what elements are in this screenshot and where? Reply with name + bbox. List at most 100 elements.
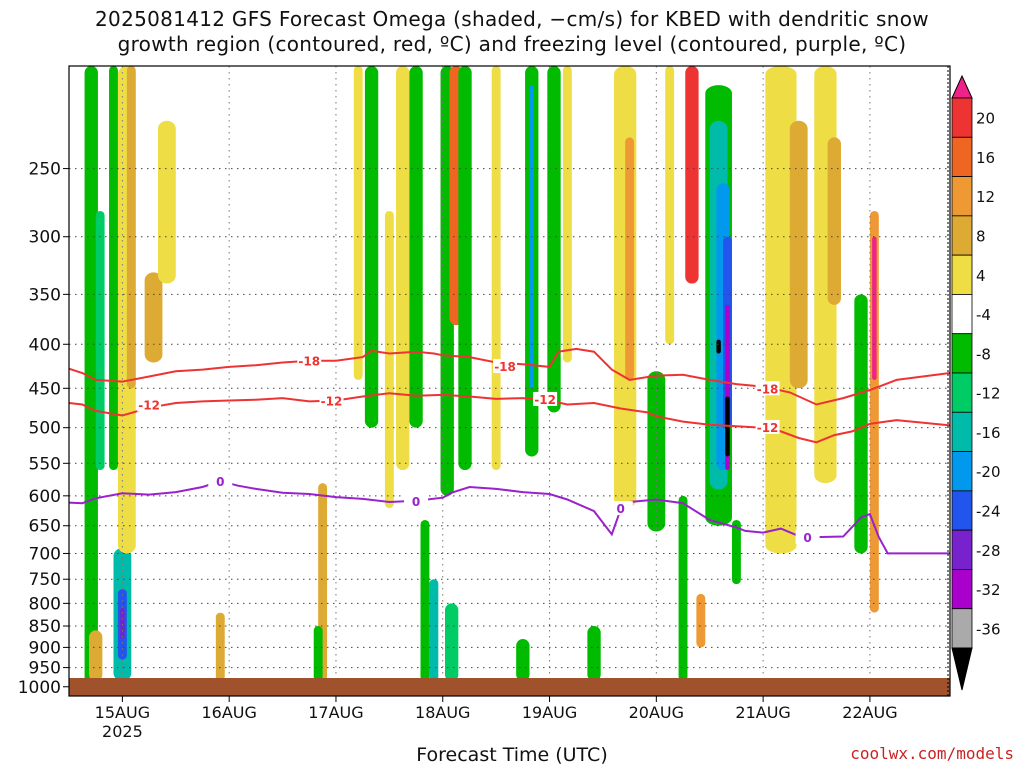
omega-shade-region: [587, 626, 601, 682]
colorbar-swatch: [951, 215, 973, 256]
contour-label: -12: [757, 421, 779, 435]
colorbar-swatch: [951, 333, 973, 374]
omega-shade-region: [716, 339, 721, 354]
omega-shade-region: [827, 137, 841, 305]
y-tick-label: 400: [29, 335, 61, 355]
y-tick-label: 600: [29, 487, 61, 507]
colorbar-swatch: [951, 136, 973, 177]
colorbar-swatch: [951, 608, 973, 649]
colorbar-swatch: [951, 372, 973, 413]
colorbar-swatch: [951, 529, 973, 570]
y-tick-label: 250: [29, 160, 61, 180]
colorbar-label: -16: [976, 424, 1001, 442]
colorbar-top-triangle: [951, 74, 973, 99]
colorbar-label: -32: [976, 581, 1001, 599]
omega-shade-region: [353, 66, 363, 380]
omega-shade-region: [95, 210, 105, 471]
contour-label-bg: [493, 359, 518, 374]
colorbar-label: 12: [976, 188, 995, 206]
omega-shade-region: [678, 495, 688, 682]
omega-shade-region: [665, 66, 675, 345]
contour-label-bg: [137, 397, 162, 412]
contour-label: -18: [757, 382, 779, 396]
y-tick-label: 1000: [18, 678, 61, 698]
omega-shade-region: [789, 120, 808, 389]
contour-label: 0: [803, 531, 811, 545]
omega-shade-region: [516, 638, 530, 682]
colorbar-label: -24: [976, 503, 1001, 521]
omega-shade-region: [144, 272, 163, 363]
contour-label-bg: [404, 493, 429, 508]
contour-label-bg: [533, 391, 558, 406]
omega-shade-region: [458, 66, 472, 471]
y-tick-label: 650: [29, 517, 61, 537]
contour-label-bg: [755, 419, 780, 434]
omega-shade-region: [696, 593, 706, 648]
omega-shade-region: [429, 579, 439, 682]
omega-shade-region: [872, 236, 877, 380]
omega-shade-region: [384, 210, 394, 509]
colorbar-label: 16: [976, 149, 995, 167]
contour-label: -12: [321, 395, 343, 409]
colorbar-swatch: [951, 490, 973, 531]
omega-shade-region: [364, 66, 379, 428]
omega-shade-region: [547, 66, 561, 413]
contour-label: 0: [216, 475, 224, 489]
y-tick-label: 350: [29, 285, 61, 305]
omega-shade-region: [731, 519, 741, 585]
contour-label-bg: [608, 501, 633, 516]
omega-shade-region: [409, 66, 423, 428]
colorbar-label: -28: [976, 542, 1001, 560]
colorbar-swatch: [951, 569, 973, 610]
chart-title-line-2: growth region (contoured, red, ºC) and f…: [117, 32, 907, 56]
colorbar-label: 20: [976, 110, 995, 128]
omega-shade-region: [215, 612, 225, 682]
colorbar-label: 4: [976, 267, 986, 285]
x-tick-label: 22AUG: [842, 703, 897, 722]
y-tick-label: 550: [29, 454, 61, 474]
omega-shade-region: [157, 120, 176, 284]
omega-shade-region: [685, 66, 699, 284]
omega-shade-region: [420, 519, 430, 682]
omega-shade-region: [396, 66, 410, 471]
omega-shade-region: [84, 66, 98, 687]
colorbar-swatch: [951, 176, 973, 217]
x-tick-label: 17AUG: [308, 703, 363, 722]
colorbar-label: -20: [976, 463, 1001, 481]
contour-label: -18: [298, 355, 320, 369]
omega-shade-region: [109, 66, 118, 471]
x-tick-sublabel: 2025: [102, 722, 143, 741]
contour-label: 0: [412, 495, 420, 509]
y-tick-label: 850: [29, 617, 61, 637]
colorbar-swatch: [951, 451, 973, 492]
colorbar-label: -4: [976, 306, 991, 324]
colorbar-label: -8: [976, 345, 991, 363]
ground-surface: [69, 678, 950, 696]
omega-shade-region: [444, 603, 459, 682]
colorbar-swatch: [951, 97, 973, 138]
contour-label: -12: [534, 393, 556, 407]
y-tick-label: 500: [29, 419, 61, 439]
contour-label: 0: [617, 502, 625, 516]
x-tick-label: 19AUG: [522, 703, 577, 722]
contour-label: -18: [494, 360, 516, 374]
chart-title-line-1: 2025081412 GFS Forecast Omega (shaded, −…: [95, 7, 929, 31]
contour-label-bg: [297, 353, 322, 368]
colorbar-label: -12: [976, 385, 1001, 403]
contour-label-bg: [319, 393, 344, 408]
y-tick-label: 950: [29, 659, 61, 679]
omega-shade-region: [625, 137, 635, 380]
colorbar-swatch: [951, 294, 973, 335]
omega-shade-region: [126, 66, 136, 389]
contour-label-bg: [795, 530, 820, 545]
y-tick-label: 450: [29, 379, 61, 399]
omega-shade-region: [313, 626, 323, 682]
site-credit: coolwx.com/models: [850, 744, 1014, 763]
contour-label: -12: [138, 399, 160, 413]
colorbar-label: -36: [976, 620, 1001, 638]
y-tick-label: 300: [29, 228, 61, 248]
omega-shade-region: [491, 66, 501, 471]
x-tick-label: 20AUG: [629, 703, 684, 722]
contour-label-bg: [755, 381, 780, 396]
